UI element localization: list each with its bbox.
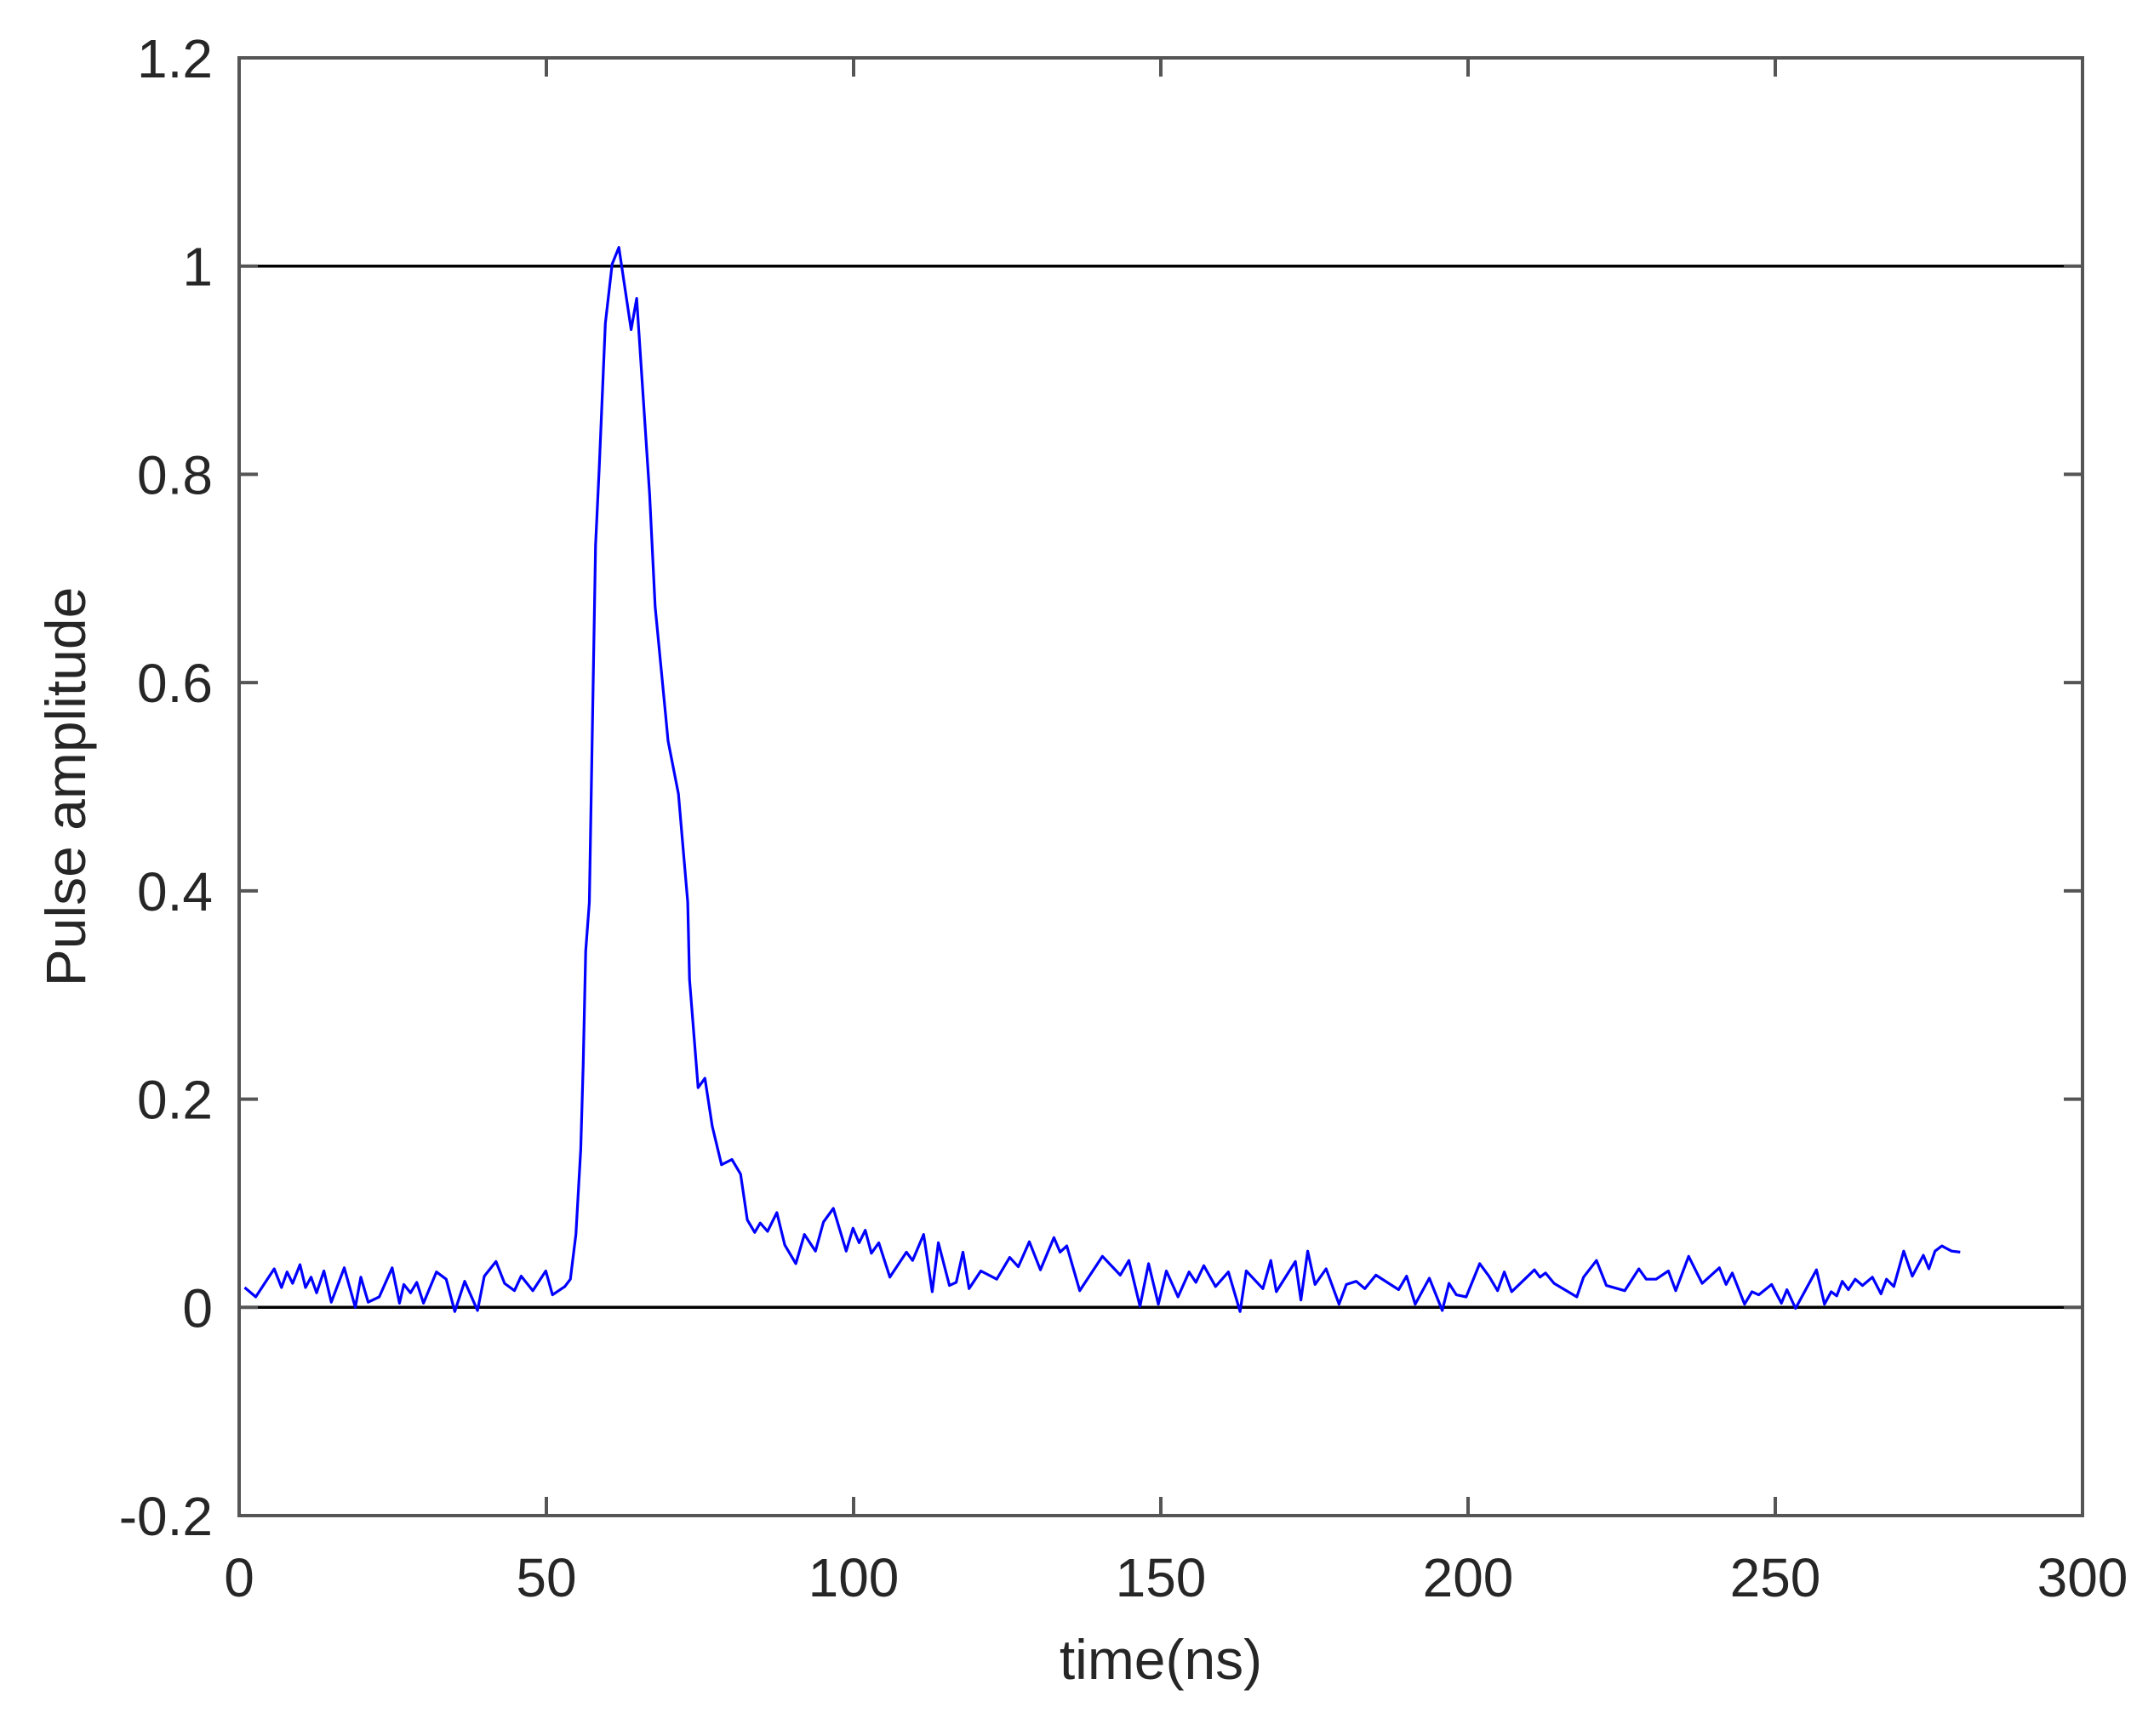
x-tick-label: 0 [224, 1547, 254, 1608]
y-tick-label: 0.4 [137, 861, 213, 922]
y-tick-label: 0.8 [137, 444, 213, 505]
reference-lines [239, 264, 2083, 1310]
y-tick-label: 0.6 [137, 653, 213, 714]
x-axis-ticks: 0 50 100 150 200 250 300 [224, 58, 2128, 1608]
x-tick-label: 150 [1116, 1547, 1207, 1608]
y-tick-label: -0.2 [119, 1486, 213, 1547]
x-tick-label: 200 [1423, 1547, 1514, 1608]
x-tick-label: 50 [516, 1547, 576, 1608]
y-axis-label: Pulse amplitude [34, 587, 97, 987]
y-axis-ticks: -0.2 0 0.2 0.4 0.6 0.8 1 1.2 [119, 28, 2083, 1547]
y-tick-label: 1.2 [137, 28, 213, 89]
pulse-series-line [243, 246, 1961, 1313]
y-tick-label: 0 [182, 1277, 213, 1339]
x-tick-label: 100 [808, 1547, 900, 1608]
y-tick-label: 1 [182, 237, 213, 298]
x-tick-label: 300 [2037, 1547, 2128, 1608]
x-tick-label: 250 [1730, 1547, 1821, 1608]
x-axis-label: time(ns) [1060, 1628, 1262, 1691]
y-tick-label: 0.2 [137, 1070, 213, 1131]
